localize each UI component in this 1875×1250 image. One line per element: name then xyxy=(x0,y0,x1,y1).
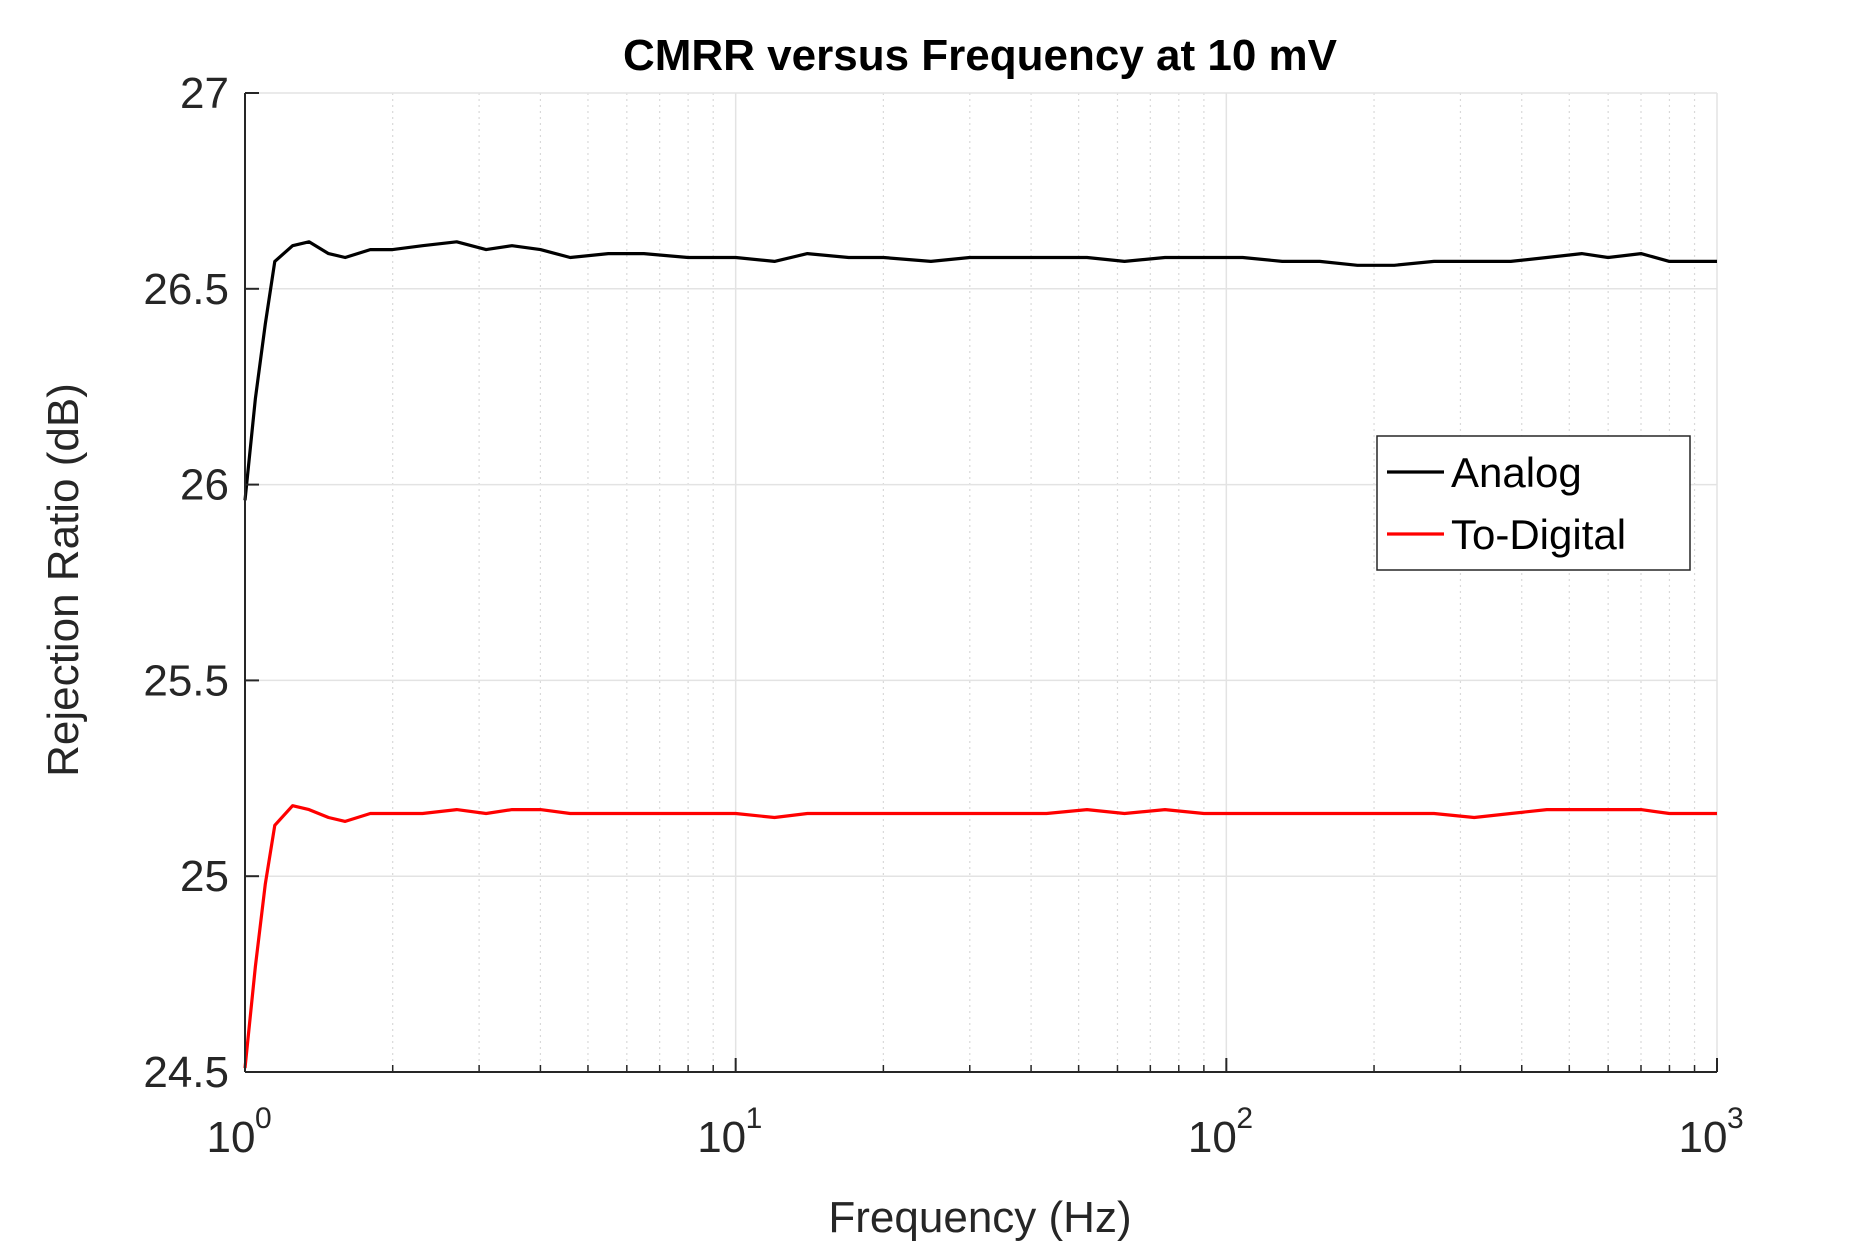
axes xyxy=(244,92,1718,1073)
legend-label: Analog xyxy=(1451,449,1582,496)
series-line-to-digital xyxy=(243,804,1717,1069)
x-tick-label: 10 xyxy=(697,1113,746,1162)
x-tick-label: 10 xyxy=(1679,1113,1728,1162)
chart-title: CMRR versus Frequency at 10 mV xyxy=(623,31,1338,80)
x-tick-exponent: 0 xyxy=(255,1102,272,1135)
y-axis-label: Rejection Ratio (dB) xyxy=(39,383,88,777)
x-tick-label: 10 xyxy=(1188,1113,1237,1162)
y-tick-label: 24.5 xyxy=(143,1048,229,1097)
x-tick-exponent: 2 xyxy=(1236,1102,1253,1135)
plot-lines xyxy=(243,240,1717,1069)
x-tick-label: 10 xyxy=(207,1113,256,1162)
x-tick-exponent: 1 xyxy=(746,1102,763,1135)
y-tick-label: 25.5 xyxy=(143,656,229,705)
legend-box xyxy=(1376,435,1691,571)
y-tick-label: 25 xyxy=(180,852,229,901)
y-tick-label: 26.5 xyxy=(143,265,229,314)
x-tick-exponent: 3 xyxy=(1727,1102,1744,1135)
y-tick-label: 27 xyxy=(180,69,229,118)
series-line-analog xyxy=(243,240,1717,501)
y-tick-label: 26 xyxy=(180,461,229,510)
legend: Analog To-Digital xyxy=(1376,435,1691,571)
x-axis-label: Frequency (Hz) xyxy=(828,1193,1131,1242)
legend-label: To-Digital xyxy=(1451,511,1626,558)
